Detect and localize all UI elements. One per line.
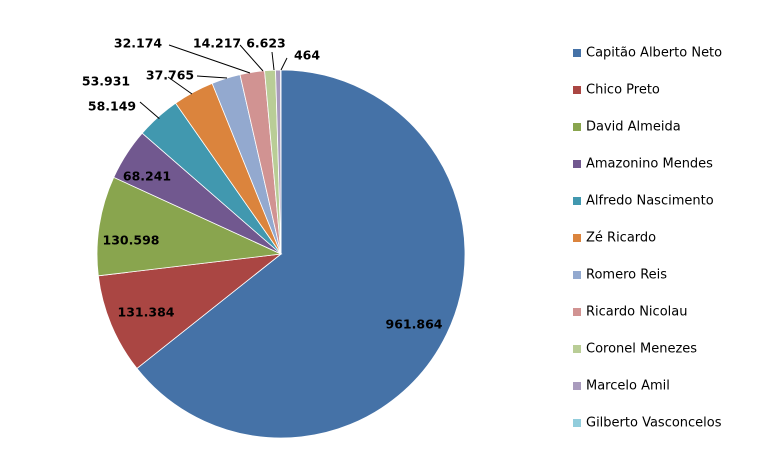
legend-swatch-9: [573, 345, 581, 353]
legend-swatch-3: [573, 123, 581, 131]
leader-line-11: [280, 57, 288, 71]
leader-line-10: [271, 51, 275, 71]
leader-line-7: [196, 75, 228, 79]
data-label-10: 6.623: [246, 36, 286, 51]
leader-lines: [139, 44, 288, 120]
legend-label-10: Marcelo Amil: [586, 379, 670, 394]
legend-label-5: Alfredo Nascimento: [586, 194, 714, 209]
legend: Capitão Alberto Neto Chico Preto David Alm…: [573, 46, 722, 431]
leader-line-8: [168, 44, 251, 74]
data-label-3: 130.598: [103, 233, 160, 248]
data-labels: 961.864 131.384 130.598 68.241 58.149 53.931 3…: [82, 36, 443, 332]
legend-label-2: Chico Preto: [586, 83, 660, 98]
legend-swatch-5: [573, 197, 581, 205]
legend-label-8: Ricardo Nicolau: [586, 305, 687, 320]
legend-label-1: Capitão Alberto Neto: [586, 46, 722, 61]
data-label-1: 961.864: [386, 317, 443, 332]
legend-label-11: Gilberto Vasconcelos: [586, 416, 722, 431]
data-label-4: 68.241: [123, 169, 171, 184]
leader-line-6: [167, 76, 193, 95]
legend-swatch-1: [573, 49, 581, 57]
data-label-9: 14.217: [193, 36, 241, 51]
legend-swatch-2: [573, 86, 581, 94]
data-label-8: 32.174: [114, 36, 163, 51]
legend-swatch-8: [573, 308, 581, 316]
legend-label-4: Amazonino Mendes: [586, 157, 713, 172]
data-label-11: 464: [294, 48, 320, 63]
leader-line-5: [139, 101, 160, 120]
legend-swatch-4: [573, 160, 581, 168]
pie-slice-3: [96, 176, 283, 277]
data-label-5: 58.149: [88, 99, 136, 114]
legend-label-6: Zé Ricardo: [586, 231, 656, 246]
data-label-6: 53.931: [82, 74, 130, 89]
pie-slice-2: [97, 253, 283, 369]
data-label-7: 37.765: [146, 68, 194, 83]
data-label-2: 131.384: [118, 305, 175, 320]
pie-slices: [96, 69, 466, 439]
leader-line-9: [239, 44, 264, 72]
legend-swatch-11: [573, 419, 581, 427]
legend-label-3: David Almeida: [586, 120, 681, 135]
legend-swatch-6: [573, 234, 581, 242]
pie-slice-1: [136, 69, 466, 439]
legend-swatch-7: [573, 271, 581, 279]
legend-label-9: Coronel Menezes: [586, 342, 697, 357]
legend-swatch-10: [573, 382, 581, 390]
legend-label-7: Romero Reis: [586, 268, 667, 283]
